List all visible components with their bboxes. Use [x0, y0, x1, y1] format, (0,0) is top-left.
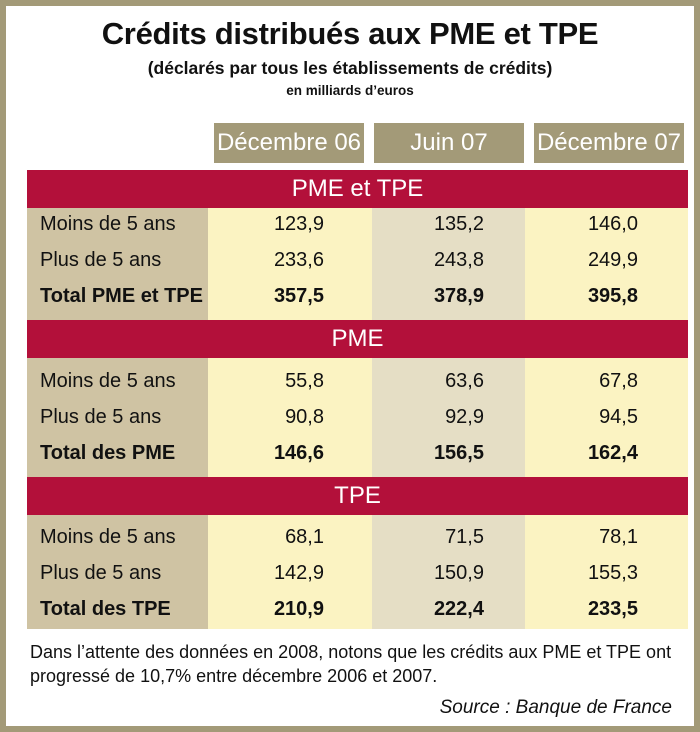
footnote: Dans l’attente des données en 2008, noto… [30, 642, 672, 686]
column-bg-jun07 [372, 206, 525, 629]
cell-value: 249,9 [587, 249, 638, 271]
cell-value: 243,8 [433, 249, 484, 271]
cell-value: 68,1 [285, 526, 324, 548]
row-label-total: Total PME et TPE [40, 285, 203, 307]
cell-value: 123,9 [273, 213, 324, 235]
cell-value-total: 357,5 [273, 285, 324, 307]
row-label: Moins de 5 ans [40, 526, 176, 548]
row-label: Plus de 5 ans [40, 249, 162, 271]
source-credit: Source : Banque de France [439, 697, 672, 718]
row-label: Moins de 5 ans [40, 213, 176, 235]
cell-value: 233,6 [273, 249, 324, 271]
cell-value: 94,5 [599, 406, 638, 428]
cell-value: 150,9 [433, 562, 484, 584]
cell-value: 71,5 [445, 526, 484, 548]
cell-value-total: 162,4 [587, 442, 638, 464]
row-label: Plus de 5 ans [40, 406, 162, 428]
column-header-dec06: Décembre 06 [214, 123, 364, 163]
cell-value: 67,8 [599, 370, 638, 392]
section-band-tpe: TPE [27, 477, 688, 515]
row-label-total: Total des PME [40, 442, 176, 464]
cell-value-total: 378,9 [433, 285, 484, 307]
cell-value: 90,8 [285, 406, 324, 428]
cell-value-total: 395,8 [587, 285, 638, 307]
cell-value-total: 156,5 [433, 442, 484, 464]
column-bg-dec07 [525, 206, 688, 629]
cell-value: 142,9 [273, 562, 324, 584]
page-subtitle: (déclarés par tous les établissements de… [147, 58, 553, 78]
cell-value: 155,3 [587, 562, 638, 584]
row-label-total: Total des TPE [40, 598, 171, 620]
unit-label: en milliards d’euros [286, 83, 414, 98]
cell-value-total: 222,4 [433, 598, 484, 620]
cell-value-total: 146,6 [273, 442, 324, 464]
column-bg-dec06 [208, 206, 372, 629]
cell-value: 92,9 [445, 406, 484, 428]
cell-value: 146,0 [587, 213, 638, 235]
cell-value-total: 210,9 [273, 598, 324, 620]
label-column-bg [27, 206, 208, 629]
section-band-pme-et-tpe: PME et TPE [27, 170, 688, 208]
cell-value: 135,2 [433, 213, 484, 235]
cell-value-total: 233,5 [587, 598, 638, 620]
row-label: Plus de 5 ans [40, 562, 162, 584]
row-label: Moins de 5 ans [40, 370, 176, 392]
page-title: Crédits distribués aux PME et TPE [101, 16, 599, 51]
section-band-pme: PME [27, 320, 688, 358]
column-header-jun07: Juin 07 [374, 123, 524, 163]
cell-value: 55,8 [285, 370, 324, 392]
cell-value: 78,1 [599, 526, 638, 548]
cell-value: 63,6 [445, 370, 484, 392]
column-header-dec07: Décembre 07 [534, 123, 684, 163]
